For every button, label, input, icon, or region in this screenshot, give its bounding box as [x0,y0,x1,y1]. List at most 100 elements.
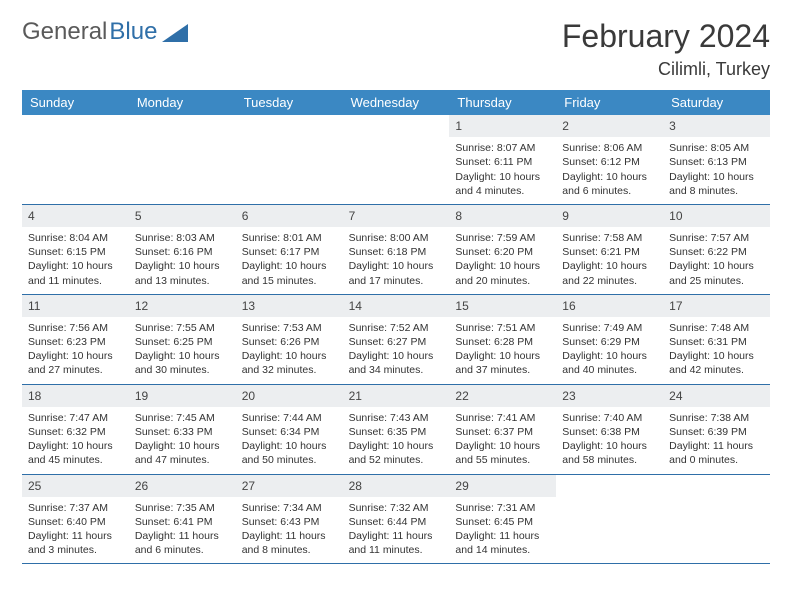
day-body: Sunrise: 8:04 AMSunset: 6:15 PMDaylight:… [22,227,129,294]
day-number: 2 [556,115,663,137]
weekday-sun: Sunday [22,90,129,115]
day-body: Sunrise: 8:03 AMSunset: 6:16 PMDaylight:… [129,227,236,294]
calendar-grid: 1Sunrise: 8:07 AMSunset: 6:11 PMDaylight… [22,115,770,564]
day-number: 22 [449,385,556,407]
day-number: 17 [663,295,770,317]
sunset: Sunset: 6:35 PM [349,425,444,439]
day-number: 8 [449,205,556,227]
sunrise: Sunrise: 7:43 AM [349,411,444,425]
day-cell: 20Sunrise: 7:44 AMSunset: 6:34 PMDayligh… [236,385,343,474]
daylight: Daylight: 11 hours and 11 minutes. [349,529,444,557]
day-cell: 15Sunrise: 7:51 AMSunset: 6:28 PMDayligh… [449,295,556,384]
title-block: February 2024 Cilimli, Turkey [562,18,770,80]
weekday-wed: Wednesday [343,90,450,115]
sunset: Sunset: 6:11 PM [455,155,550,169]
header: GeneralBlue February 2024 Cilimli, Turke… [22,18,770,80]
week-row: 25Sunrise: 7:37 AMSunset: 6:40 PMDayligh… [22,475,770,565]
day-number: 28 [343,475,450,497]
day-body: Sunrise: 7:52 AMSunset: 6:27 PMDaylight:… [343,317,450,384]
week-row: 11Sunrise: 7:56 AMSunset: 6:23 PMDayligh… [22,295,770,385]
day-body: Sunrise: 8:07 AMSunset: 6:11 PMDaylight:… [449,137,556,204]
sunrise: Sunrise: 7:35 AM [135,501,230,515]
sunrise: Sunrise: 7:45 AM [135,411,230,425]
day-cell: 7Sunrise: 8:00 AMSunset: 6:18 PMDaylight… [343,205,450,294]
month-title: February 2024 [562,18,770,55]
day-cell: 23Sunrise: 7:40 AMSunset: 6:38 PMDayligh… [556,385,663,474]
sunrise: Sunrise: 8:01 AM [242,231,337,245]
sunset: Sunset: 6:38 PM [562,425,657,439]
day-cell: 18Sunrise: 7:47 AMSunset: 6:32 PMDayligh… [22,385,129,474]
sunset: Sunset: 6:16 PM [135,245,230,259]
day-cell: 12Sunrise: 7:55 AMSunset: 6:25 PMDayligh… [129,295,236,384]
weekday-mon: Monday [129,90,236,115]
daylight: Daylight: 11 hours and 8 minutes. [242,529,337,557]
day-cell [129,115,236,204]
day-cell: 11Sunrise: 7:56 AMSunset: 6:23 PMDayligh… [22,295,129,384]
daylight: Daylight: 10 hours and 20 minutes. [455,259,550,287]
daylight: Daylight: 10 hours and 34 minutes. [349,349,444,377]
day-body: Sunrise: 7:58 AMSunset: 6:21 PMDaylight:… [556,227,663,294]
day-number: 15 [449,295,556,317]
day-cell: 27Sunrise: 7:34 AMSunset: 6:43 PMDayligh… [236,475,343,564]
sunset: Sunset: 6:40 PM [28,515,123,529]
day-cell: 17Sunrise: 7:48 AMSunset: 6:31 PMDayligh… [663,295,770,384]
daylight: Daylight: 10 hours and 22 minutes. [562,259,657,287]
logo-triangle-icon [162,24,188,42]
day-cell: 19Sunrise: 7:45 AMSunset: 6:33 PMDayligh… [129,385,236,474]
day-cell [663,475,770,564]
day-cell: 5Sunrise: 8:03 AMSunset: 6:16 PMDaylight… [129,205,236,294]
daylight: Daylight: 10 hours and 11 minutes. [28,259,123,287]
sunset: Sunset: 6:34 PM [242,425,337,439]
sunrise: Sunrise: 7:41 AM [455,411,550,425]
daylight: Daylight: 10 hours and 15 minutes. [242,259,337,287]
daylight: Daylight: 11 hours and 14 minutes. [455,529,550,557]
weekday-header: Sunday Monday Tuesday Wednesday Thursday… [22,90,770,115]
daylight: Daylight: 10 hours and 40 minutes. [562,349,657,377]
day-number: 7 [343,205,450,227]
day-number: 11 [22,295,129,317]
day-body: Sunrise: 7:43 AMSunset: 6:35 PMDaylight:… [343,407,450,474]
sunset: Sunset: 6:12 PM [562,155,657,169]
day-cell: 4Sunrise: 8:04 AMSunset: 6:15 PMDaylight… [22,205,129,294]
sunrise: Sunrise: 7:56 AM [28,321,123,335]
day-body: Sunrise: 7:51 AMSunset: 6:28 PMDaylight:… [449,317,556,384]
sunrise: Sunrise: 7:32 AM [349,501,444,515]
day-body: Sunrise: 8:00 AMSunset: 6:18 PMDaylight:… [343,227,450,294]
sunrise: Sunrise: 8:06 AM [562,141,657,155]
sunrise: Sunrise: 7:34 AM [242,501,337,515]
daylight: Daylight: 10 hours and 17 minutes. [349,259,444,287]
day-body: Sunrise: 7:59 AMSunset: 6:20 PMDaylight:… [449,227,556,294]
day-cell [22,115,129,204]
day-cell: 28Sunrise: 7:32 AMSunset: 6:44 PMDayligh… [343,475,450,564]
day-cell: 21Sunrise: 7:43 AMSunset: 6:35 PMDayligh… [343,385,450,474]
sunrise: Sunrise: 7:59 AM [455,231,550,245]
daylight: Daylight: 10 hours and 32 minutes. [242,349,337,377]
logo-word1: General [22,18,107,46]
daylight: Daylight: 10 hours and 42 minutes. [669,349,764,377]
day-number: 9 [556,205,663,227]
logo: GeneralBlue [22,18,188,46]
sunrise: Sunrise: 7:52 AM [349,321,444,335]
day-cell [236,115,343,204]
day-cell: 13Sunrise: 7:53 AMSunset: 6:26 PMDayligh… [236,295,343,384]
daylight: Daylight: 10 hours and 27 minutes. [28,349,123,377]
week-row: 18Sunrise: 7:47 AMSunset: 6:32 PMDayligh… [22,385,770,475]
daylight: Daylight: 11 hours and 3 minutes. [28,529,123,557]
day-body: Sunrise: 7:53 AMSunset: 6:26 PMDaylight:… [236,317,343,384]
sunset: Sunset: 6:39 PM [669,425,764,439]
sunrise: Sunrise: 7:38 AM [669,411,764,425]
sunrise: Sunrise: 8:00 AM [349,231,444,245]
daylight: Daylight: 10 hours and 8 minutes. [669,170,764,198]
day-number: 24 [663,385,770,407]
daylight: Daylight: 11 hours and 0 minutes. [669,439,764,467]
day-body: Sunrise: 8:01 AMSunset: 6:17 PMDaylight:… [236,227,343,294]
sunset: Sunset: 6:43 PM [242,515,337,529]
day-cell: 3Sunrise: 8:05 AMSunset: 6:13 PMDaylight… [663,115,770,204]
day-body: Sunrise: 7:57 AMSunset: 6:22 PMDaylight:… [663,227,770,294]
day-number: 12 [129,295,236,317]
sunset: Sunset: 6:41 PM [135,515,230,529]
day-number: 6 [236,205,343,227]
sunset: Sunset: 6:17 PM [242,245,337,259]
day-number: 18 [22,385,129,407]
day-body: Sunrise: 7:34 AMSunset: 6:43 PMDaylight:… [236,497,343,564]
